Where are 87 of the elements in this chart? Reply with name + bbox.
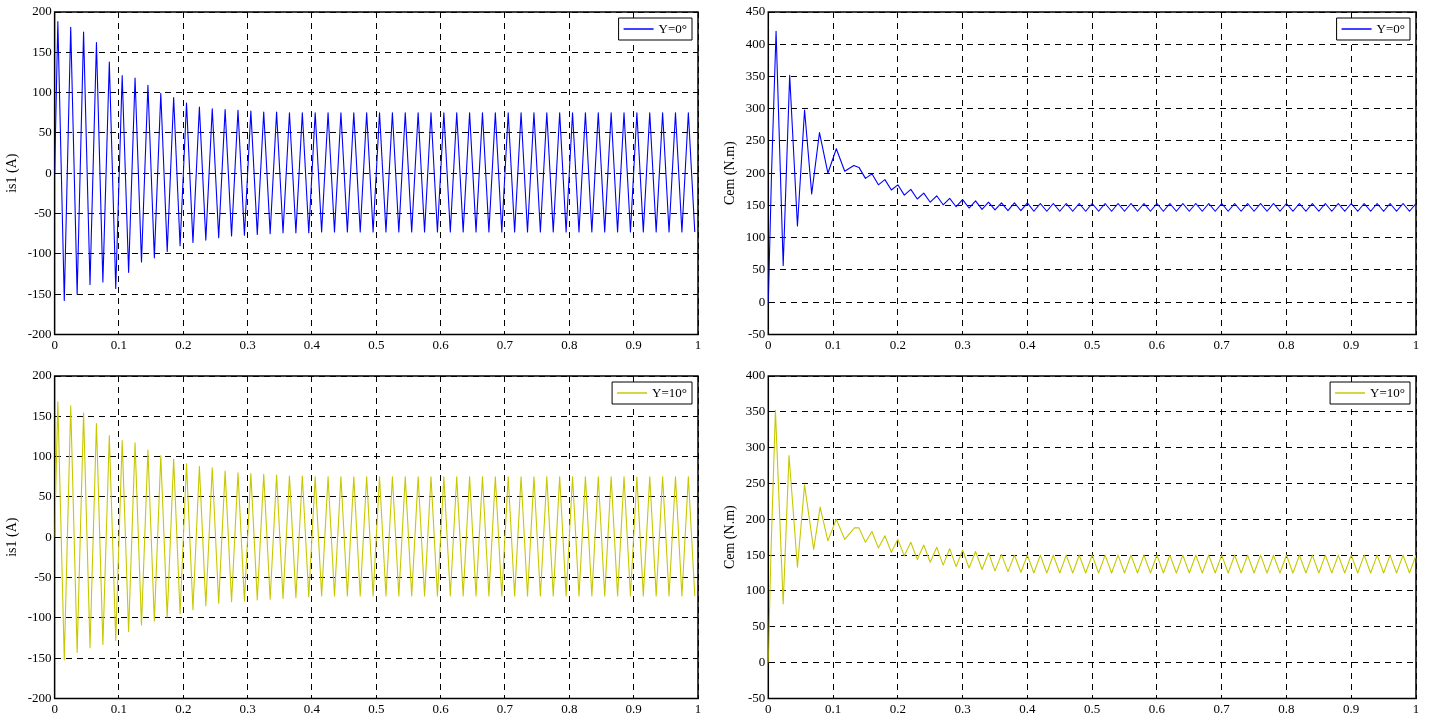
y-tick-label: -100 [27,245,52,261]
legend-label: Y=0° [1376,21,1405,37]
y-tick-label: -100 [27,609,52,625]
y-axis-title: Cem (N.m) [722,140,739,206]
y-tick-label: 150 [32,43,52,59]
y-axis-title: is1 (A) [4,517,21,557]
y-tick-label: 200 [32,367,52,383]
x-tick-label: 0.8 [561,336,578,352]
y-tick-label: 100 [32,448,52,464]
x-tick-label: 1 [1412,700,1420,716]
x-tick-label: 0.9 [625,336,642,352]
y-tick-label: -200 [27,325,52,341]
y-tick-label: 350 [745,403,766,419]
x-tick-label: 0.5 [1084,336,1101,352]
x-tick-label: 0.3 [239,700,256,716]
x-tick-label: 0.6 [1148,700,1166,716]
x-tick-label: 0.7 [496,700,514,716]
y-axis-title: is1 (A) [4,153,21,193]
y-tick-label: 150 [32,407,52,423]
x-tick-label: 0.2 [889,336,906,352]
y-tick-label: -50 [34,568,52,584]
y-tick-label: 0 [758,654,766,669]
y-tick-label: 300 [745,100,766,116]
x-tick-label: 0.9 [625,700,642,716]
y-tick-label: -50 [747,325,766,341]
y-tick-label: 400 [745,367,766,383]
y-tick-label: 0 [45,164,52,180]
legend-label: Y=0° [658,21,687,37]
x-tick-label: 0.2 [175,336,192,352]
y-tick-label: 300 [745,439,766,455]
x-tick-label: 0.7 [496,336,514,352]
y-tick-label: 100 [745,229,766,245]
x-tick-label: 0.1 [110,336,128,352]
x-tick-label: 0.8 [561,700,578,716]
y-tick-label: 100 [745,582,766,598]
x-tick-label: 0.3 [954,336,971,352]
y-tick-label: 400 [745,35,766,51]
x-tick-label: 0.6 [432,700,450,716]
y-tick-label: 200 [745,164,766,180]
x-tick-label: 1 [1412,336,1420,352]
x-tick-label: 0.6 [1148,336,1166,352]
x-tick-label: 0.4 [303,700,321,716]
x-tick-label: 0.5 [368,700,385,716]
y-tick-label: -150 [27,649,52,665]
x-tick-label: 0.7 [1213,336,1231,352]
x-tick-label: 0.4 [1019,336,1037,352]
y-tick-label: -150 [27,285,52,301]
y-tick-label: 100 [32,84,52,100]
x-tick-label: 0.8 [1278,700,1295,716]
x-tick-label: 1 [694,700,702,716]
x-tick-label: 0.7 [1213,700,1231,716]
y-tick-label: 0 [45,528,52,544]
y-tick-label: 200 [745,510,766,526]
y-axis-title: Cem (N.m) [722,504,739,570]
x-tick-label: 0.2 [889,700,906,716]
y-tick-label: 450 [745,3,766,19]
x-tick-label: 0.9 [1343,336,1360,352]
x-tick-label: 0.5 [368,336,385,352]
x-tick-label: 0.4 [1019,700,1037,716]
y-tick-label: 200 [32,3,52,19]
legend-label: Y=10° [1370,385,1405,401]
y-tick-label: 50 [38,124,52,140]
y-tick-label: 50 [752,261,766,277]
x-tick-label: 0.5 [1084,700,1101,716]
x-tick-label: 0.1 [824,336,842,352]
x-tick-label: 0.1 [110,700,128,716]
y-tick-label: 250 [745,474,766,490]
y-tick-label: -50 [747,689,766,705]
x-tick-label: 0.9 [1343,700,1360,716]
x-tick-label: 0.3 [954,700,971,716]
y-tick-label: 250 [745,132,766,148]
y-tick-label: 150 [745,196,766,212]
x-tick-label: 0.2 [175,700,192,716]
y-tick-label: 150 [745,546,766,562]
y-tick-label: 50 [38,488,52,504]
x-tick-label: 0.8 [1278,336,1295,352]
y-tick-label: 0 [758,293,766,309]
legend-label: Y=10° [652,385,687,401]
x-tick-label: 0.3 [239,336,256,352]
x-tick-label: 0.4 [303,336,321,352]
y-tick-label: -50 [34,204,52,220]
y-tick-label: 50 [752,618,766,634]
x-tick-label: 0.1 [824,700,842,716]
x-tick-label: 0.6 [432,336,450,352]
y-tick-label: 350 [745,67,766,83]
y-tick-label: -200 [27,689,52,705]
x-tick-label: 1 [694,336,702,352]
